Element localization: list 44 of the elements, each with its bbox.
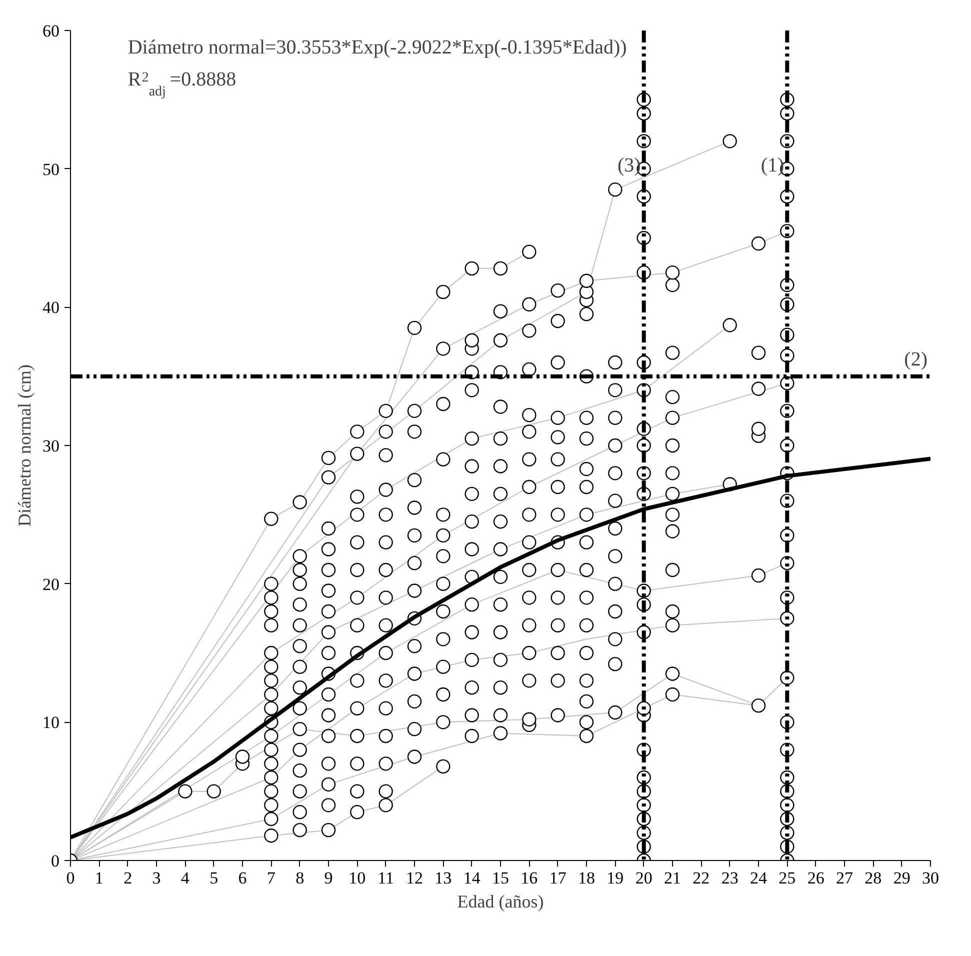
x-tick-label: 19: [606, 868, 624, 888]
x-tick-label: 16: [520, 868, 538, 888]
y-tick-label: 20: [42, 574, 60, 594]
x-tick-label: 13: [434, 868, 452, 888]
x-tick-label: 27: [836, 868, 854, 888]
annotation: (2): [904, 348, 928, 370]
x-tick-label: 15: [492, 868, 509, 888]
x-tick-label: 3: [152, 868, 161, 888]
x-tick-label: 26: [807, 868, 824, 888]
x-tick-label: 21: [664, 868, 681, 888]
x-tick-label: 18: [578, 868, 595, 888]
x-tick-label: 14: [463, 868, 481, 888]
annotation: (1): [760, 154, 784, 177]
y-tick-label: 30: [42, 436, 60, 456]
annotation: Diámetro normal=30.3553*Exp(-2.9022*Exp(-0.1395*Edad)): [128, 36, 627, 58]
x-tick-label: 25: [778, 868, 796, 888]
x-tick-label: 1: [94, 868, 104, 888]
x-axis-title: Edad (años): [457, 892, 544, 912]
y-tick-label: 0: [51, 852, 60, 870]
annotation: (3): [618, 154, 641, 177]
y-tick-label: 40: [42, 298, 60, 318]
x-tick-label: 17: [549, 868, 567, 888]
x-tick-label: 2: [124, 868, 132, 888]
x-tick-label: 12: [406, 868, 423, 888]
x-tick-label: 0: [66, 868, 75, 888]
x-tick-label: 20: [635, 868, 652, 888]
y-tick-label: 10: [42, 713, 60, 732]
x-tick-label: 23: [721, 868, 738, 888]
x-tick-label: 29: [893, 868, 910, 888]
y-axis-title: Diámetro normal (cm): [14, 364, 34, 526]
x-tick-label: 30: [922, 868, 939, 888]
x-tick-label: 7: [266, 868, 276, 888]
x-tick-label: 10: [348, 868, 366, 888]
y-tick-label: 50: [42, 160, 60, 179]
x-tick-label: 24: [750, 868, 768, 888]
x-tick-label: 28: [864, 868, 882, 888]
x-tick-label: 4: [180, 868, 190, 888]
x-tick-label: 5: [210, 868, 218, 888]
x-tick-label: 11: [378, 868, 394, 888]
x-tick-label: 9: [324, 868, 333, 888]
x-tick-label: 6: [238, 868, 247, 888]
y-tick-label: 60: [42, 22, 60, 40]
x-tick-label: 22: [692, 868, 710, 888]
x-tick-label: 8: [296, 868, 304, 888]
